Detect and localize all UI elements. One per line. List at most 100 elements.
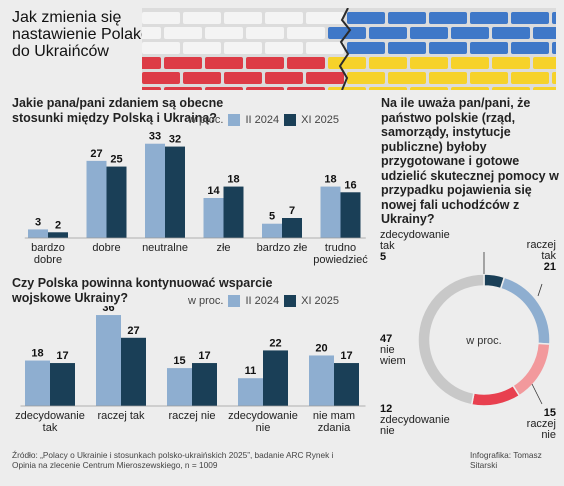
brick xyxy=(429,12,467,24)
brick xyxy=(410,57,448,69)
donut-category-label: raczej xyxy=(527,418,556,430)
bar-series-b xyxy=(50,363,75,406)
category-label: raczej nie xyxy=(168,410,215,422)
brick xyxy=(164,57,202,69)
donut-value-label: 47 xyxy=(380,333,392,345)
donut-category-label: zdecydowanie xyxy=(380,414,450,426)
bar-value-label: 17 xyxy=(56,350,68,362)
brick xyxy=(205,57,243,69)
bar-value-label: 18 xyxy=(324,174,336,186)
brick xyxy=(265,42,303,54)
category-label: raczej tak xyxy=(97,410,145,422)
chart2-legend-a: II 2024 xyxy=(245,295,280,307)
brick xyxy=(347,42,385,54)
bar-value-label: 20 xyxy=(315,342,327,354)
brick xyxy=(287,27,325,39)
category-label: powiedzieć xyxy=(313,254,368,266)
bar-series-a xyxy=(145,143,165,238)
brick xyxy=(246,27,284,39)
donut-category-label: nie xyxy=(541,429,556,441)
legend-swatch-series-b xyxy=(284,114,297,126)
donut-value-label: 12 xyxy=(380,403,392,415)
brick xyxy=(142,87,161,90)
donut-value-label: 21 xyxy=(544,261,556,273)
brick xyxy=(369,87,407,90)
bar-value-label: 33 xyxy=(149,131,161,143)
brick xyxy=(164,27,202,39)
brick xyxy=(492,87,530,90)
bar-value-label: 27 xyxy=(127,325,139,337)
bar-value-label: 22 xyxy=(269,337,281,349)
brick xyxy=(552,42,556,54)
brick xyxy=(306,72,344,84)
brick xyxy=(328,87,366,90)
chart1-unit-note: w proc. xyxy=(188,114,224,126)
bar-series-a xyxy=(309,355,334,406)
donut-slice xyxy=(470,384,521,407)
brick xyxy=(205,27,243,39)
donut-category-label: nie xyxy=(380,344,395,356)
brick xyxy=(470,42,508,54)
chart2-unit-note: w proc. xyxy=(188,295,224,307)
bar-series-b xyxy=(334,363,359,406)
chart1-legend-a: II 2024 xyxy=(245,114,280,126)
category-label: zdecydowanie xyxy=(15,410,85,422)
bar-value-label: 7 xyxy=(289,205,295,217)
brick xyxy=(552,72,556,84)
brick xyxy=(369,27,407,39)
brick xyxy=(492,57,530,69)
leader-line xyxy=(537,283,543,297)
brick xyxy=(511,42,549,54)
bar-series-b xyxy=(263,350,288,406)
brick xyxy=(142,12,180,24)
bar-value-label: 15 xyxy=(173,355,185,367)
brick xyxy=(265,12,303,24)
bar-series-b xyxy=(192,363,217,406)
bar-series-a xyxy=(203,198,224,238)
legend-swatch-series-a-2 xyxy=(228,295,241,307)
bar-value-label: 16 xyxy=(344,179,356,191)
category-label: trudno xyxy=(325,242,356,254)
bar-value-label: 18 xyxy=(31,348,43,360)
brick xyxy=(429,72,467,84)
brick xyxy=(287,87,325,90)
bar-value-label: 27 xyxy=(90,148,102,160)
bar-value-label: 32 xyxy=(169,134,181,146)
brick xyxy=(451,87,489,90)
category-label: zdania xyxy=(318,422,351,434)
donut-category-label: tak xyxy=(380,240,395,252)
category-label: dobre xyxy=(92,242,120,254)
brick xyxy=(306,12,344,24)
bar-series-b xyxy=(106,166,127,238)
brick xyxy=(388,72,426,84)
category-label: nie xyxy=(256,422,271,434)
brick xyxy=(142,27,161,39)
bar-series-b xyxy=(165,146,185,238)
bar-series-b xyxy=(340,192,361,238)
brick xyxy=(347,72,385,84)
brick xyxy=(511,12,549,24)
brick xyxy=(142,72,180,84)
brick xyxy=(388,12,426,24)
brick xyxy=(306,42,344,54)
bar-series-a xyxy=(238,378,263,406)
bar-value-label: 5 xyxy=(269,211,275,223)
brick xyxy=(533,27,556,39)
brick xyxy=(246,57,284,69)
bar-series-a xyxy=(25,360,50,406)
chart2-legend: w proc. II 2024 XI 2025 xyxy=(188,295,339,307)
page-title: Jak zmienia się nastawienie Polaków do U… xyxy=(12,9,162,60)
legend-swatch-series-b-2 xyxy=(284,295,297,307)
category-label: bardzo złe xyxy=(257,242,308,254)
brick xyxy=(511,72,549,84)
brick xyxy=(533,87,556,90)
category-label: tak xyxy=(43,422,58,434)
donut-value-label: 15 xyxy=(544,407,556,419)
brick xyxy=(164,87,202,90)
brick xyxy=(224,42,262,54)
brick xyxy=(265,72,303,84)
brick xyxy=(410,87,448,90)
bar-value-label: 2 xyxy=(55,219,61,231)
bar-series-a xyxy=(86,160,107,238)
